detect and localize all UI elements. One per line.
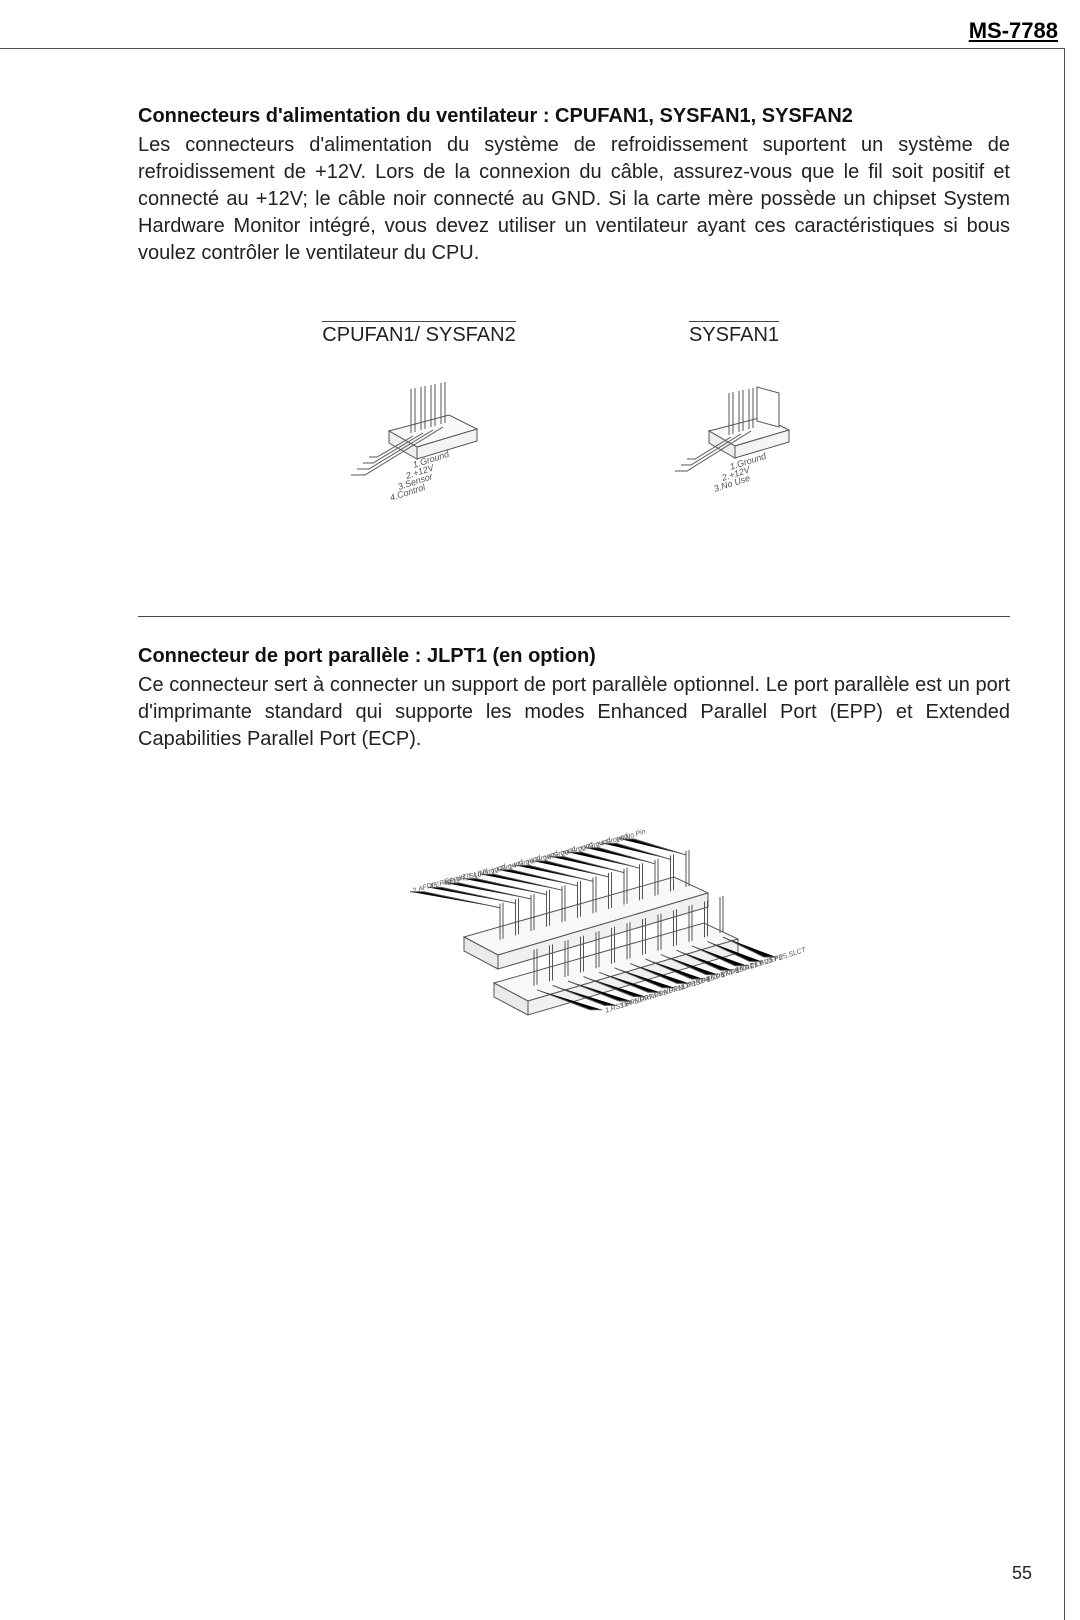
model-header: MS-7788 [969, 18, 1058, 44]
section1-title: Connecteurs d'alimentation du ventilateu… [138, 105, 1010, 128]
sysfan-label: SYSFAN1 [689, 321, 779, 347]
section2-body: Ce connecteur sert à connecter un suppor… [138, 672, 1010, 753]
jlpt1-diagram: 26.No Pin24.Ground22.Ground20.Ground18.G… [138, 787, 1010, 1122]
section-divider [138, 616, 1010, 617]
section2-title: Connecteur de port parallèle : JLPT1 (en… [138, 645, 1010, 668]
jlpt1-connector-icon: 26.No Pin24.Ground22.Ground20.Ground18.G… [294, 787, 854, 1117]
fan-diagram-row: CPUFAN1/ SYSFAN2 [138, 321, 1010, 528]
jlpt1-front-pin-label: 1.RSTB# [604, 999, 633, 1014]
cpufan-diagram: CPUFAN1/ SYSFAN2 [319, 321, 519, 528]
section1-body: Les connecteurs d'alimentation du systèm… [138, 132, 1010, 267]
cpufan-connector-icon: 1.Ground 2.+12V 3.Sensor 4.Control [319, 363, 519, 523]
sysfan-diagram: SYSFAN1 [639, 321, 829, 528]
sysfan-connector-icon: 1.Ground 2.+12V 3.No Use [639, 363, 829, 523]
page-number: 55 [1012, 1563, 1032, 1584]
page-content: Connecteurs d'alimentation du ventilateu… [138, 105, 1010, 1122]
cpufan-label: CPUFAN1/ SYSFAN2 [322, 321, 515, 347]
